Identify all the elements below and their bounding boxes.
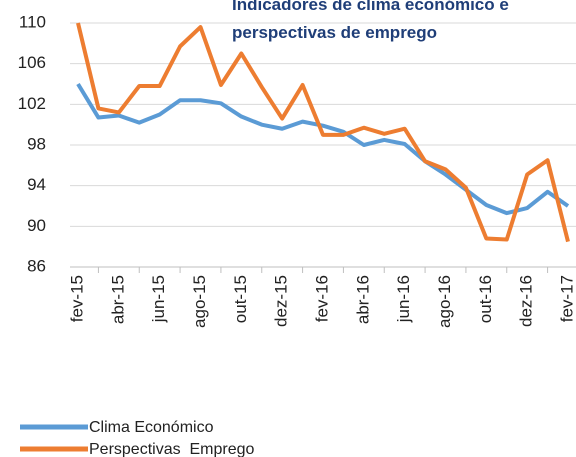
x-tick-label: out-16 xyxy=(476,275,495,323)
legend-label: Perspectivas Emprego xyxy=(89,441,255,457)
y-tick-label: 90 xyxy=(27,216,46,235)
x-tick-label: fev-17 xyxy=(557,275,576,322)
chart-title: Indicadores de clima económico e perspec… xyxy=(232,0,509,42)
x-tick-label: fev-15 xyxy=(67,275,86,322)
x-tick-label: ago-16 xyxy=(435,275,454,328)
y-tick-label: 102 xyxy=(18,94,46,113)
y-tick-label: 110 xyxy=(19,12,46,31)
y-tick-label: 86 xyxy=(27,256,46,275)
x-tick-label: fev-16 xyxy=(312,275,331,322)
y-tick-label: 98 xyxy=(27,134,46,153)
x-tick-label: jun-15 xyxy=(149,275,168,323)
x-tick-label: ago-15 xyxy=(190,275,209,328)
x-tick-label: abr-15 xyxy=(108,275,127,324)
data-line xyxy=(76,22,570,243)
x-tick-label: dez-15 xyxy=(272,275,291,327)
y-tick-label: 94 xyxy=(27,175,46,194)
x-tick-label: dez-16 xyxy=(517,275,536,327)
x-tick-label: out-15 xyxy=(231,275,250,323)
legend-label: Clima Económico xyxy=(89,419,214,436)
x-tick-label: jun-16 xyxy=(394,275,413,323)
data-line xyxy=(76,82,570,216)
y-tick-label: 106 xyxy=(18,53,46,72)
x-tick-label: abr-16 xyxy=(353,275,372,324)
